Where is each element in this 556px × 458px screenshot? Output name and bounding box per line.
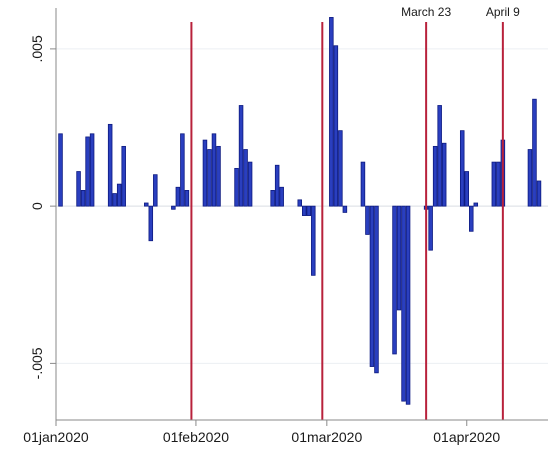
bar	[302, 205, 307, 216]
bar	[338, 130, 343, 207]
bar	[175, 186, 181, 207]
bar	[116, 183, 122, 207]
bar	[297, 199, 302, 207]
event-lines: March 23 April 9	[190, 5, 520, 420]
bar	[306, 205, 312, 216]
bar	[342, 205, 348, 213]
bar	[369, 205, 375, 367]
bar	[428, 205, 433, 251]
bar	[216, 145, 221, 207]
event-line-label: April 9	[486, 5, 520, 19]
bar	[496, 161, 501, 207]
bar	[311, 205, 316, 276]
bar	[144, 202, 149, 207]
bar	[247, 161, 253, 207]
bar	[473, 202, 479, 207]
bars	[58, 17, 542, 405]
bar	[333, 45, 339, 207]
bar	[58, 133, 63, 207]
bar	[270, 190, 275, 207]
y-tick-label: 0	[29, 202, 45, 210]
bar	[202, 139, 208, 207]
bar	[527, 149, 533, 207]
event-line-label: March 23	[401, 5, 451, 19]
bar	[211, 133, 217, 207]
bar	[180, 133, 185, 207]
bar	[469, 205, 474, 232]
y-tick-label: -.005	[29, 347, 45, 379]
bar	[85, 136, 90, 207]
bar	[491, 161, 497, 207]
bar	[459, 130, 465, 207]
bar	[89, 133, 95, 207]
bar	[207, 149, 212, 207]
bar	[441, 142, 447, 207]
bar	[396, 205, 402, 311]
bar	[532, 98, 537, 207]
x-tick-label: 01apr2020	[433, 429, 500, 445]
bar	[121, 145, 126, 207]
bar	[374, 205, 379, 374]
bar	[184, 190, 190, 207]
y-tick-label: .005	[29, 35, 45, 62]
bar	[274, 164, 280, 207]
bar	[392, 205, 397, 355]
bar	[365, 205, 370, 235]
bar	[405, 205, 411, 405]
bar	[112, 193, 117, 207]
bar	[279, 186, 284, 207]
bar	[148, 205, 154, 242]
bar	[107, 123, 113, 207]
bar	[432, 145, 438, 207]
bar	[536, 180, 542, 207]
bar	[243, 149, 248, 207]
bar	[153, 174, 158, 207]
bar	[234, 167, 239, 207]
bar	[464, 171, 470, 207]
bar	[238, 105, 244, 207]
x-tick-label: 01jan2020	[23, 429, 89, 445]
bar	[80, 190, 86, 207]
axes: -.005 0 .005 01jan2020 01feb2020 01mar2020 01a…	[23, 8, 548, 445]
bar	[329, 17, 334, 207]
x-tick-label: 01feb2020	[163, 429, 229, 445]
bar	[401, 205, 406, 402]
bar	[360, 161, 366, 207]
bar	[437, 105, 442, 207]
x-tick-label: 01mar2020	[291, 429, 362, 445]
bar	[76, 171, 81, 207]
bar	[171, 205, 176, 210]
